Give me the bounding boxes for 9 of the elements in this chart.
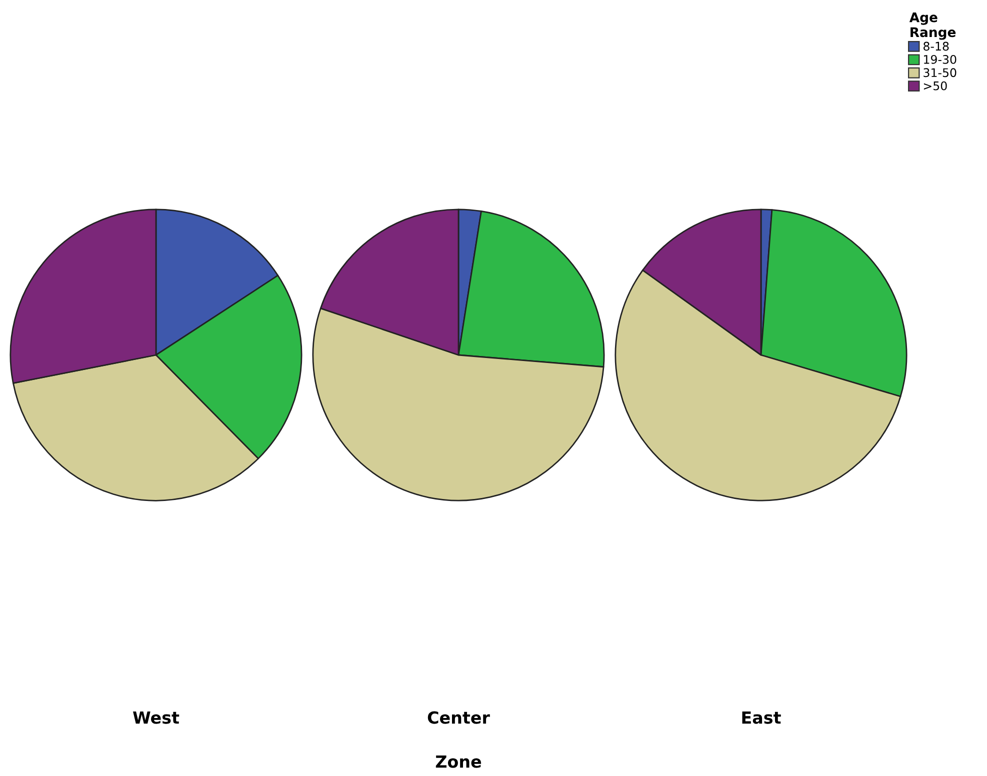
- legend-label: 19-30: [924, 54, 956, 64]
- text: Zone: [436, 755, 482, 768]
- text: West: [133, 711, 180, 724]
- text: East: [742, 711, 781, 724]
- legend-title: Age Range: [909, 12, 956, 40]
- legend-label: 31-50: [924, 68, 956, 78]
- legend-label: >50: [924, 81, 947, 90]
- legend-label: 8-18: [924, 42, 949, 51]
- text: Center: [428, 711, 490, 724]
